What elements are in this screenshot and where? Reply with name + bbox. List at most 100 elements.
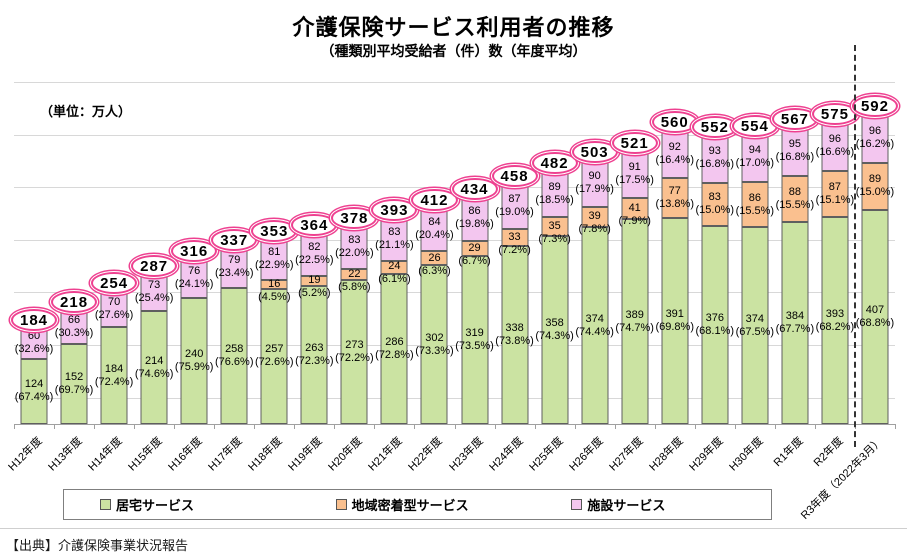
x-axis-tick bbox=[534, 424, 536, 429]
total-oval: 316 bbox=[171, 239, 218, 262]
bar-segment bbox=[541, 217, 569, 236]
bar-segment bbox=[60, 309, 88, 345]
bar-column: 389 (74.7%) 41 (7.9%) 91 (17.5%) 521 bbox=[611, 83, 658, 424]
bar-segment bbox=[861, 163, 889, 210]
bar-column: 302 (73.3%) 26 (6.3%) 84 (20.4%) 412 bbox=[411, 83, 458, 424]
x-axis-tick bbox=[214, 424, 216, 429]
x-axis-tick bbox=[14, 424, 15, 429]
total-oval: 184 bbox=[11, 309, 58, 332]
bar-column: 374 (67.5%) 86 (15.5%) 94 (17.0%) 554 bbox=[731, 83, 778, 424]
unit-label: （単位：万人） bbox=[40, 104, 132, 119]
bar-segment bbox=[621, 219, 649, 424]
x-axis-tick bbox=[814, 424, 816, 429]
total-oval: 287 bbox=[131, 255, 178, 277]
x-axis-tick bbox=[614, 424, 616, 429]
bar-segment bbox=[180, 297, 208, 424]
total-oval: 364 bbox=[291, 214, 338, 237]
bar-column: 124 (67.4%) 60 (32.6%) 184 bbox=[11, 83, 58, 424]
bar-segment bbox=[861, 112, 889, 164]
bar-column: 338 (73.8%) 33 (7.2%) 87 (19.0%) 458 bbox=[491, 83, 538, 424]
bar-column: 384 (67.7%) 88 (15.5%) 95 (16.8%) 567 bbox=[771, 83, 818, 424]
bar-segment bbox=[781, 125, 809, 176]
x-axis-tick bbox=[414, 424, 416, 429]
gridline bbox=[14, 397, 895, 399]
plot-area: 124 (67.4%) 60 (32.6%) 184 152 (69.7%) 66 (30.3%… bbox=[11, 82, 898, 429]
bar-column: 376 (68.1%) 83 (15.0%) 93 (16.8%) 552 bbox=[691, 83, 738, 424]
chart-subtitle: （種類別平均受給者（件）数（年度平均） bbox=[320, 43, 587, 59]
total-oval: 503 bbox=[571, 141, 618, 164]
bar-segment bbox=[340, 280, 368, 424]
total-oval: 412 bbox=[411, 189, 458, 212]
bar-segment bbox=[340, 225, 368, 269]
total-oval: 560 bbox=[651, 111, 698, 134]
bar-segment bbox=[821, 171, 849, 218]
bar-segment bbox=[140, 311, 168, 424]
bar-segment bbox=[741, 181, 769, 228]
legend-item-shisetsu: 施設サービス bbox=[535, 495, 771, 514]
bar-segment bbox=[501, 228, 529, 247]
bar-column: 263 (72.3%) 19 (5.2%) 82 (22.5%) 364 bbox=[291, 83, 338, 424]
x-axis-tick bbox=[174, 424, 176, 429]
bar-column: 214 (74.6%) 73 (25.4%) 287 bbox=[131, 83, 178, 424]
bar-segment bbox=[621, 149, 649, 198]
forecast-separator-dashed-line bbox=[853, 45, 856, 447]
bar-segment bbox=[140, 273, 168, 312]
x-axis-tick bbox=[734, 424, 736, 429]
bar-segment bbox=[420, 265, 448, 424]
bar-segment bbox=[100, 327, 128, 424]
gridline bbox=[14, 239, 895, 241]
legend: 居宅サービス 地域密着型サービス 施設サービス bbox=[63, 489, 772, 520]
bar-segment bbox=[661, 218, 689, 424]
chart-title: 介護保険サービス利用者の推移 bbox=[292, 15, 615, 40]
bar-segment bbox=[260, 237, 288, 281]
x-axis-tick bbox=[654, 424, 656, 429]
bar-segment bbox=[621, 197, 649, 220]
x-axis-tick bbox=[94, 424, 96, 429]
legend-label: 地域密着型サービス bbox=[351, 498, 469, 513]
x-axis-tick bbox=[895, 424, 896, 429]
bar-segment bbox=[260, 288, 288, 424]
bar-column: 240 (75.9%) 76 (24.1%) 316 bbox=[171, 83, 218, 424]
kyotaku-swatch-icon bbox=[100, 499, 111, 510]
total-oval: 575 bbox=[811, 103, 858, 126]
legend-item-kyotaku: 居宅サービス bbox=[64, 495, 300, 514]
bar-segment bbox=[300, 232, 328, 276]
bar-column: 257 (72.6%) 16 (4.5%) 81 (22.9%) 353 bbox=[251, 83, 298, 424]
gridline bbox=[14, 292, 895, 294]
x-axis-tick bbox=[54, 424, 56, 429]
bar-segment bbox=[220, 288, 248, 424]
total-oval: 567 bbox=[771, 107, 818, 130]
x-axis-tick bbox=[294, 424, 296, 429]
bar-column: 374 (74.4%) 39 (7.8%) 90 (17.9%) 503 bbox=[571, 83, 618, 424]
shisetsu-swatch-icon bbox=[571, 499, 583, 510]
legend-label: 居宅サービス bbox=[116, 498, 195, 513]
bar-segment bbox=[60, 344, 88, 424]
total-oval: 434 bbox=[451, 177, 498, 200]
legend-item-chiiki: 地域密着型サービス bbox=[300, 495, 536, 514]
bar-segment bbox=[701, 182, 729, 227]
x-axis-tick bbox=[254, 424, 256, 429]
bar-segment bbox=[541, 170, 569, 218]
bar-segment bbox=[661, 177, 689, 219]
bar-segment bbox=[781, 175, 809, 222]
bar-column: 319 (73.5%) 29 (6.7%) 86 (19.8%) 434 bbox=[451, 83, 498, 424]
bar-segment bbox=[380, 217, 408, 261]
total-oval: 592 bbox=[851, 94, 898, 117]
bar-segment bbox=[581, 159, 609, 207]
bar-segment bbox=[581, 206, 609, 228]
bar-segment bbox=[180, 257, 208, 298]
bar-segment bbox=[461, 256, 489, 424]
total-oval: 218 bbox=[51, 291, 98, 314]
total-oval: 393 bbox=[371, 199, 418, 222]
bottom-divider bbox=[0, 528, 907, 529]
bar-segment bbox=[20, 327, 48, 359]
bar-segment bbox=[861, 209, 889, 424]
bar-column: 407 (68.8%) 89 (15.0%) 96 (16.2%) 592 bbox=[851, 83, 898, 424]
total-oval: 458 bbox=[491, 165, 538, 188]
x-axis-tick bbox=[134, 424, 136, 429]
x-axis-tick bbox=[334, 424, 336, 429]
bar-segment bbox=[260, 280, 288, 289]
bar-segment bbox=[741, 227, 769, 424]
bar-segment bbox=[380, 260, 408, 274]
